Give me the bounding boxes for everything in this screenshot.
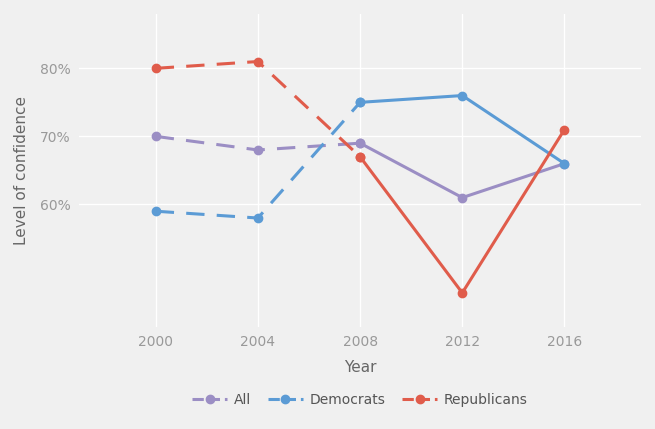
Y-axis label: Level of confidence: Level of confidence bbox=[14, 96, 29, 245]
Legend: All, Democrats, Republicans: All, Democrats, Republicans bbox=[187, 387, 533, 412]
X-axis label: Year: Year bbox=[344, 360, 377, 375]
